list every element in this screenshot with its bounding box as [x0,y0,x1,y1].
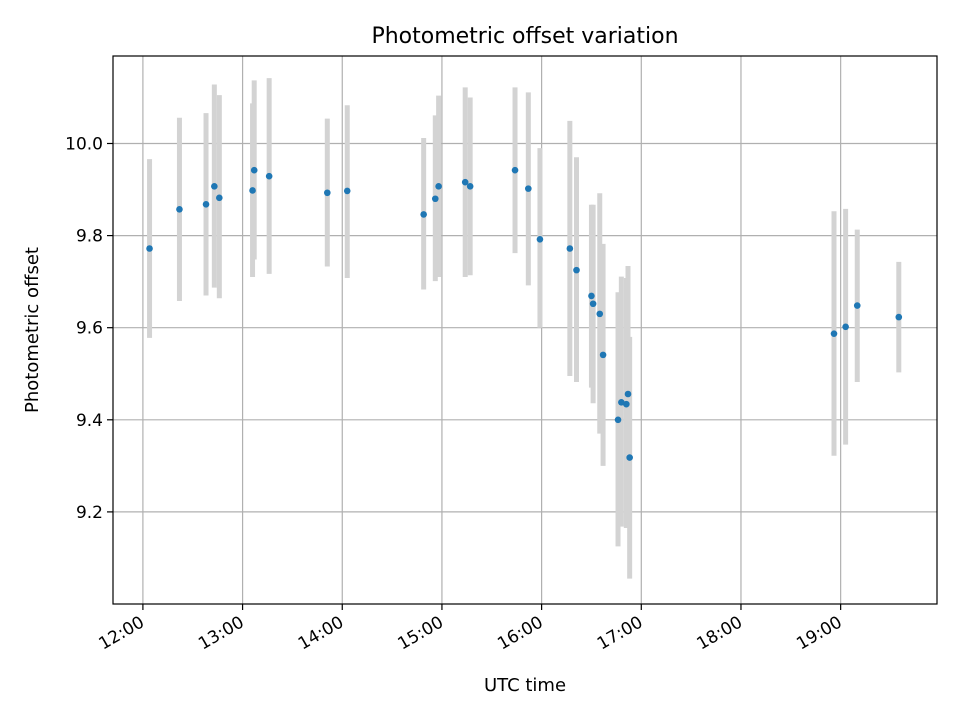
y-tick-label: 9.6 [76,319,103,339]
data-point [566,245,574,252]
data-point [599,351,607,359]
data-point [623,400,630,408]
data-point [211,183,218,190]
data-point [249,187,256,194]
y-tick-label: 9.2 [76,503,103,523]
data-point [265,172,273,180]
data-point [176,206,183,213]
y-tick-label: 9.8 [76,227,103,247]
plot-area-frame [112,55,938,605]
data-point [343,187,351,195]
data-point [536,235,544,243]
data-point [573,266,580,274]
data-point [511,166,519,174]
data-point [216,194,223,202]
data-point [588,292,595,300]
data-point [431,195,439,203]
data-point [250,166,258,174]
data-point [466,183,474,190]
data-point [324,189,331,197]
data-point [853,302,861,309]
data-point [842,323,849,331]
data-point [614,416,622,424]
data-point [461,178,469,186]
x-axis-label: UTC time [484,675,566,696]
data-point [146,245,153,252]
data-point [589,300,597,308]
y-tick-label: 9.4 [76,411,103,431]
data-point [830,330,838,337]
data-point [525,185,532,192]
data-point [420,211,427,218]
data-point [596,310,604,318]
data-point [618,398,625,406]
data-point [202,200,210,208]
data-point [435,183,442,190]
y-axis-label: Photometric offset [22,247,43,413]
point-layer [146,166,903,461]
chart-title: Photometric offset variation [371,24,678,49]
data-point [626,454,633,461]
data-point [895,313,903,321]
data-point [624,390,632,398]
y-tick-label: 10.0 [65,134,103,154]
